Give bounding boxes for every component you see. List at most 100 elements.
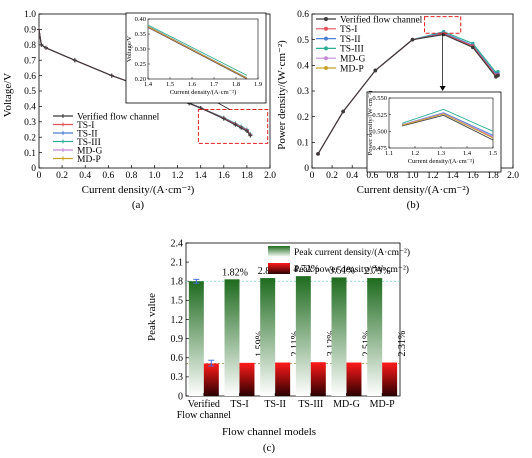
- chart-a-inset-xtick-label: 1.4: [144, 81, 153, 88]
- chart-c-legend-label: Peak current density/(A·cm⁻²): [294, 247, 410, 258]
- chart-b-inset-ytick-label: 0.475: [372, 145, 387, 152]
- chart-c-xtick-label: Flow channel: [177, 410, 231, 421]
- chart-c-bar-peak-current-density-a-cm-0: [188, 281, 204, 396]
- chart-a-ytick-label: 0.6: [24, 72, 36, 82]
- chart-b-legend-label: MD-G: [340, 55, 365, 65]
- chart-c-ytick-label: 0.3: [171, 372, 184, 383]
- chart-b-inset-xtick-label: 1.3: [437, 150, 445, 157]
- chart-a-ytick-label: 1.0: [24, 10, 36, 20]
- chart-c-bar-label: 2.79%: [365, 266, 391, 277]
- chart-a-legend-marker: [61, 148, 65, 152]
- chart-b-xtick-label: 0.8: [386, 171, 398, 181]
- chart-b: (b) Current density/(A·cm⁻²) Power densi…: [276, 10, 519, 211]
- chart-b-legend-label: TS-I: [340, 25, 357, 35]
- chart-a-xlabel: Current density/(A·cm⁻²): [82, 184, 195, 196]
- chart-a-legend-label: TS-I: [77, 121, 94, 131]
- chart-a-inset-line-md-p: [147, 26, 248, 79]
- chart-a-xtick-label: 1.6: [218, 171, 230, 181]
- chart-c-ytick-label: 2.4: [171, 238, 184, 249]
- chart-c-error-bar: [208, 359, 215, 367]
- chart-a-point-verified-flow-channel: [39, 42, 44, 47]
- chart-b-legend-label: TS-II: [340, 35, 361, 45]
- chart-b-legend-label: Verified flow channel: [340, 14, 423, 25]
- chart-c-bar-peak-current-density-a-cm-3: [295, 276, 311, 396]
- chart-a-xtick-label: 1.2: [172, 171, 184, 181]
- chart-b-xtick-label: 1.2: [427, 171, 439, 181]
- chart-b-legend-marker: [324, 56, 328, 61]
- chart-c-bar-peak-current-density-a-cm-2: [260, 278, 276, 396]
- chart-a-panel-label: (a): [132, 199, 145, 211]
- chart-a-point-verified-flow-channel: [248, 133, 253, 138]
- chart-c-bar-peak-power-density-w-cm-3: [310, 362, 326, 396]
- chart-a-ytick-label: 0.4: [24, 103, 36, 113]
- chart-b-inset-line-md-p: [401, 113, 494, 139]
- chart-b-legend-marker: [324, 36, 328, 41]
- chart-a-xtick-label: 0: [37, 171, 42, 181]
- chart-c-ylabel: Peak value: [146, 293, 158, 341]
- chart-c-xtick-label: TS-III: [298, 399, 323, 410]
- chart-b-xtick-label: 1.0: [407, 171, 419, 181]
- chart-b-panel-label: (b): [407, 199, 420, 211]
- chart-a-legend-marker: [61, 131, 65, 135]
- chart-a-legend-label: Verified flow channel: [77, 111, 160, 122]
- chart-b-inset-xtick-label: 1.4: [463, 150, 472, 157]
- chart-a-inset-ytick-label: 0.20: [135, 76, 146, 83]
- chart-a-inset-xtick-label: 1.7: [210, 81, 219, 88]
- chart-a-inset-ytick-label: 0.40: [135, 16, 146, 23]
- chart-b-legend-label: TS-III: [340, 45, 364, 55]
- chart-c-bar-peak-power-density-w-cm-0: [203, 363, 219, 396]
- chart-a-point-verified-flow-channel: [37, 27, 41, 32]
- chart-b-xtick-label: 0.2: [326, 171, 338, 181]
- chart-a-ylabel: Voltage/V: [2, 73, 14, 117]
- chart-a-point-verified-flow-channel: [244, 129, 249, 134]
- chart-a-xtick-label: 2.0: [264, 171, 276, 181]
- chart-b-legend-marker: [324, 17, 328, 21]
- chart-b-inset-plot-frame: [388, 97, 494, 149]
- chart-a-point-verified-flow-channel: [109, 73, 114, 78]
- chart-b-inset-xtick-label: 1.5: [489, 150, 497, 157]
- chart-c-bar-label: 3.12%: [326, 330, 337, 356]
- chart-b-xtick-label: 0.4: [346, 171, 358, 181]
- chart-a-xtick-label: 1.4: [195, 171, 207, 181]
- chart-a-inset-xlabel: Current density/(A·cm⁻²): [170, 89, 237, 96]
- chart-a-point-verified-flow-channel: [233, 122, 238, 127]
- chart-b-inset-line-verified-flow-channel: [401, 114, 494, 141]
- chart-a-xtick-label: 0.6: [102, 171, 114, 181]
- chart-c-legend-label: Peak power density/(W·cm⁻²): [294, 264, 409, 275]
- chart-a-point-verified-flow-channel: [43, 45, 48, 50]
- chart-c-bar-peak-current-density-a-cm-5: [367, 278, 383, 396]
- chart-b-inset-ytick-label: 0.525: [372, 112, 387, 119]
- chart-b-ytick-label: 0.3: [297, 87, 309, 97]
- chart-a-legend-marker: [61, 114, 65, 118]
- chart-b-inset-ytick-label: 0.500: [372, 129, 387, 136]
- chart-a-inset-xtick-label: 1.5: [166, 81, 174, 88]
- chart-b-inset-xtick-label: 1.1: [385, 150, 393, 157]
- chart-c-legend-swatch: [268, 263, 290, 274]
- chart-c-bar-peak-current-density-a-cm-1: [224, 279, 240, 396]
- chart-c-bar-label: 2.31%: [397, 331, 408, 357]
- chart-c-bar-label: 1.59%: [254, 331, 265, 357]
- chart-a-ytick-label: 0.3: [24, 118, 36, 128]
- chart-a-point-verified-flow-channel: [72, 58, 77, 63]
- chart-b-inset-xtick-label: 1.2: [411, 150, 419, 157]
- chart-a-ytick-label: 0.9: [24, 26, 36, 36]
- chart-a-inset-ytick-label: 0.35: [135, 31, 146, 38]
- chart-a-inset-ylabel: Voltage/V: [126, 36, 133, 63]
- chart-b-xtick-label: 2.0: [507, 171, 519, 181]
- chart-c-bar-label: 1.82%: [222, 267, 248, 278]
- chart-c-xtick-label: MD-G: [333, 399, 360, 410]
- chart-c-bar-peak-power-density-w-cm-2: [275, 362, 291, 396]
- chart-a: (a) Current density/(A·cm⁻²) Voltage/V 0…: [2, 10, 276, 211]
- chart-c-ytick-label: 0.6: [171, 353, 184, 364]
- chart-a-legend-label: TS-II: [77, 129, 98, 139]
- chart-c-bar-peak-current-density-a-cm-4: [331, 277, 347, 396]
- chart-b-ytick-label: 0.4: [297, 62, 309, 72]
- chart-c-ytick-label: 1.8: [171, 277, 184, 288]
- chart-b-xtick-label: 0.6: [366, 171, 378, 181]
- chart-a-legend-label: MD-P: [77, 155, 101, 165]
- chart-c-bar-label: 3.51%: [329, 265, 355, 276]
- chart-b-ytick-label: 0.6: [297, 10, 309, 20]
- chart-a-legend-label: TS-III: [77, 138, 101, 148]
- chart-b-point-verified-flow-channel: [373, 68, 378, 73]
